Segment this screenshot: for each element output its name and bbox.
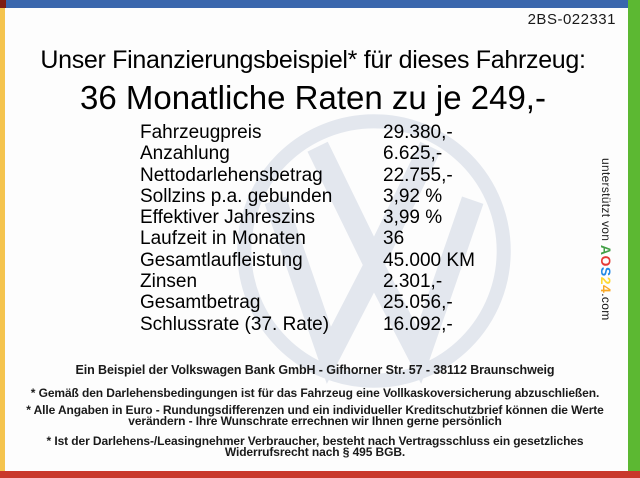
vw-logo-ring bbox=[237, 114, 511, 388]
aos24-letter: O bbox=[598, 255, 614, 267]
table-row-value: 3,99 % bbox=[383, 207, 443, 229]
table-row-label: Schlussrate (37. Rate) bbox=[140, 313, 330, 335]
table-row-value: 16.092,- bbox=[383, 313, 453, 335]
aos24-letter: 4 bbox=[598, 285, 614, 294]
table-row-label: Nettodarlehensbetrag bbox=[140, 164, 323, 186]
table-row-label: Zinsen bbox=[140, 271, 198, 293]
footnote-withdrawal-right: * Ist der Darlehens-/Leasingnehmer Verbr… bbox=[46, 433, 584, 459]
frame-top-bar bbox=[6, 0, 628, 8]
frame-left-bar bbox=[0, 8, 5, 472]
table-row-label: Anzahlung bbox=[140, 143, 230, 165]
vw-logo-icon bbox=[237, 114, 511, 388]
aos24-letter: A bbox=[598, 244, 614, 256]
monthly-rate-headline: 36 Monatliche Raten zu je 249,- bbox=[80, 79, 546, 116]
finance-table: Fahrzeugpreis 29.380,- Anzahlung 6.625,-… bbox=[140, 122, 475, 335]
footnote-rounding: * Alle Angaben in Euro - Rundungsdiffere… bbox=[26, 402, 604, 428]
table-row-value: 3,92 % bbox=[383, 185, 443, 207]
supported-by-label: unterstützt von bbox=[599, 158, 613, 245]
bank-address-line: Ein Beispiel der Volkswagen Bank GmbH - … bbox=[75, 363, 555, 377]
table-row-label: Laufzeit in Monaten bbox=[140, 228, 306, 250]
footnotes: * Gemäß den Darlehensbedingungen ist für… bbox=[10, 386, 620, 464]
supported-by-credit: unterstützt von AOS24.com bbox=[598, 158, 614, 358]
frame-right-bar bbox=[628, 0, 640, 472]
vw-logo-letters bbox=[264, 141, 484, 384]
aos24-letter: 2 bbox=[598, 276, 614, 285]
aos24-domain-suffix: .com bbox=[599, 293, 613, 321]
aos24-letter: S bbox=[598, 266, 614, 277]
table-row-label: Sollzins p.a. gebunden bbox=[140, 185, 333, 207]
table-row-value: 2.301,- bbox=[383, 271, 443, 293]
table-row-value: 25.056,- bbox=[383, 292, 453, 314]
footnote-insurance: * Gemäß den Darlehensbedingungen ist für… bbox=[30, 386, 600, 400]
table-row-value: 36 bbox=[383, 228, 405, 250]
table-row-label: Fahrzeugpreis bbox=[140, 122, 262, 143]
frame-corner-accent bbox=[0, 0, 6, 8]
table-row-label: Gesamtlaufleistung bbox=[140, 249, 303, 271]
table-row-value: 22.755,- bbox=[383, 164, 453, 186]
table-row-label: Effektiver Jahreszins bbox=[140, 207, 315, 229]
vehicle-ref-code: 2BS-022331 bbox=[527, 11, 616, 28]
frame-bottom-bar bbox=[0, 471, 640, 478]
table-row-value: 45.000 KM bbox=[383, 249, 475, 271]
page-title: Unser Finanzierungsbeispiel* für dieses … bbox=[40, 46, 586, 74]
table-row-value: 6.625,- bbox=[383, 143, 443, 165]
table-row-value: 29.380,- bbox=[383, 122, 453, 143]
aos24-logo: AOS24 bbox=[598, 245, 614, 293]
table-row-label: Gesamtbetrag bbox=[140, 292, 261, 314]
